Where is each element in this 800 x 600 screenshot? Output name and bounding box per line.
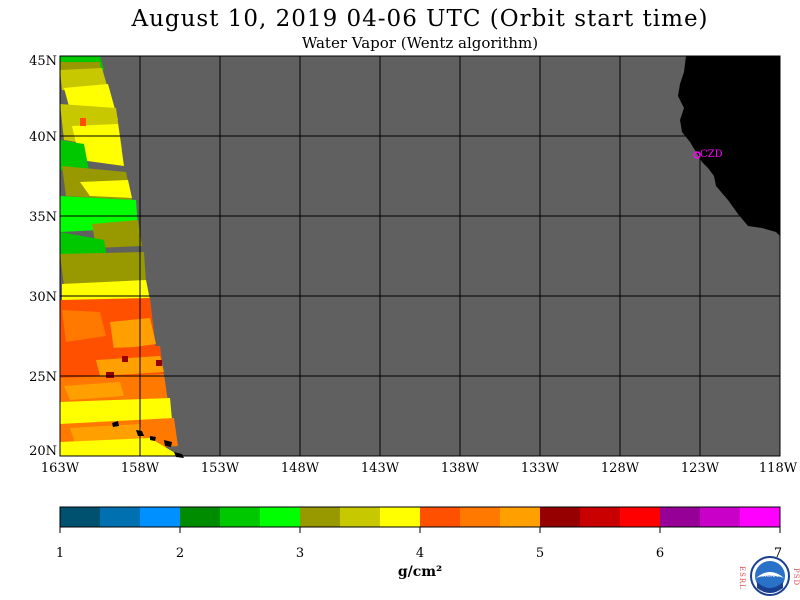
colorbar-segment <box>260 507 301 527</box>
noaa-logo-wave <box>757 582 783 593</box>
north-america-land <box>678 56 780 236</box>
psd-vertical-text: PSD <box>792 568 800 586</box>
colorbar-segment <box>300 507 341 527</box>
colorbar-segment <box>380 507 421 527</box>
colorbar-segment <box>500 507 541 527</box>
esrl-vertical-text: ESRL <box>738 566 746 590</box>
lon-label: 153W <box>201 461 240 476</box>
island <box>150 436 156 441</box>
swath-band-amber-23n <box>64 382 124 400</box>
swath-band-olive-33n <box>92 220 142 248</box>
station-marker <box>693 151 701 159</box>
colorbar-tick-label: 2 <box>176 546 184 561</box>
lon-label: 143W <box>361 461 400 476</box>
colorbar-segment <box>340 507 381 527</box>
lon-label: 138W <box>441 461 480 476</box>
swath-red-pixel <box>80 118 86 126</box>
colorbar-segment <box>620 507 661 527</box>
colorbar-segment <box>180 507 221 527</box>
colorbar-tick-label: 6 <box>656 546 664 561</box>
no-data-area <box>60 56 780 456</box>
colorbar-segment <box>100 507 141 527</box>
lon-label: 118W <box>759 461 798 476</box>
colorbar-segment <box>540 507 581 527</box>
island <box>112 421 119 427</box>
colorbar-tick-label: 7 <box>774 546 782 561</box>
colorbar-segment <box>420 507 461 527</box>
colorbar-segment <box>580 507 621 527</box>
colorbar-segment <box>140 507 181 527</box>
lat-label: 35N <box>29 210 57 225</box>
lon-label: 123W <box>681 461 720 476</box>
lat-label: 40N <box>29 130 57 145</box>
colorbar-tick-label: 3 <box>296 546 304 561</box>
lat-label: 20N <box>29 444 57 459</box>
lon-label: 148W <box>281 461 320 476</box>
lon-label: 158W <box>121 461 160 476</box>
map-frame <box>59 55 781 457</box>
water-vapor-swath <box>60 56 180 456</box>
lat-label: 30N <box>29 290 57 305</box>
island <box>164 440 172 447</box>
longitude-labels: 163W 158W 153W 148W 143W 138W 133W 128W … <box>41 461 798 476</box>
colorbar-segment <box>460 507 501 527</box>
noaa-logo-gull <box>756 572 784 578</box>
swath-dark-pixel <box>122 356 128 362</box>
swath-dark-pixel <box>106 372 114 378</box>
station-label: CZD <box>700 149 723 160</box>
lon-label: 163W <box>41 461 80 476</box>
colorbar-segment <box>660 507 701 527</box>
swath-band-olive-31n <box>60 252 146 286</box>
lon-label: 133W <box>521 461 560 476</box>
colorbar-segment <box>60 507 101 527</box>
colorbar-segment <box>220 507 261 527</box>
colorbar-tick-label: 4 <box>416 546 424 561</box>
swath-band-yellow-22n <box>60 398 172 426</box>
noaa-logo-text: NOAA <box>762 573 778 579</box>
colorbar <box>59 506 781 533</box>
noaa-esrl-psd-logo: NOAA ESRL PSD <box>738 556 800 596</box>
map-title: August 10, 2019 04-06 UTC (Orbit start t… <box>131 6 709 32</box>
swath-band-yellow-20n <box>60 438 180 456</box>
map-panel: CZD <box>59 55 781 458</box>
colorbar-segment <box>700 507 741 527</box>
latitude-labels: 45N 40N 35N 30N 25N 20N <box>29 54 57 459</box>
lon-label: 128W <box>601 461 640 476</box>
map-subtitle: Water Vapor (Wentz algorithm) <box>301 34 539 52</box>
lat-label: 45N <box>29 54 57 69</box>
colorbar-tick-labels: 1 2 3 4 5 6 7 <box>56 546 782 561</box>
lat-label: 25N <box>29 370 57 385</box>
colorbar-tick-label: 1 <box>56 546 64 561</box>
noaa-logo-disk <box>755 561 785 591</box>
swath-band-amber-25n <box>96 356 164 376</box>
colorbar-tick-label: 5 <box>536 546 544 561</box>
graticule <box>60 56 780 456</box>
swath-band-lightorange-28n <box>62 310 106 342</box>
swath-dark-pixel <box>156 360 162 366</box>
colorbar-unit-label: g/cm² <box>398 564 442 580</box>
colorbar-segment <box>740 507 781 527</box>
swath-band-yellow-35n <box>80 180 132 198</box>
swath-band-amber-27n <box>110 318 156 350</box>
